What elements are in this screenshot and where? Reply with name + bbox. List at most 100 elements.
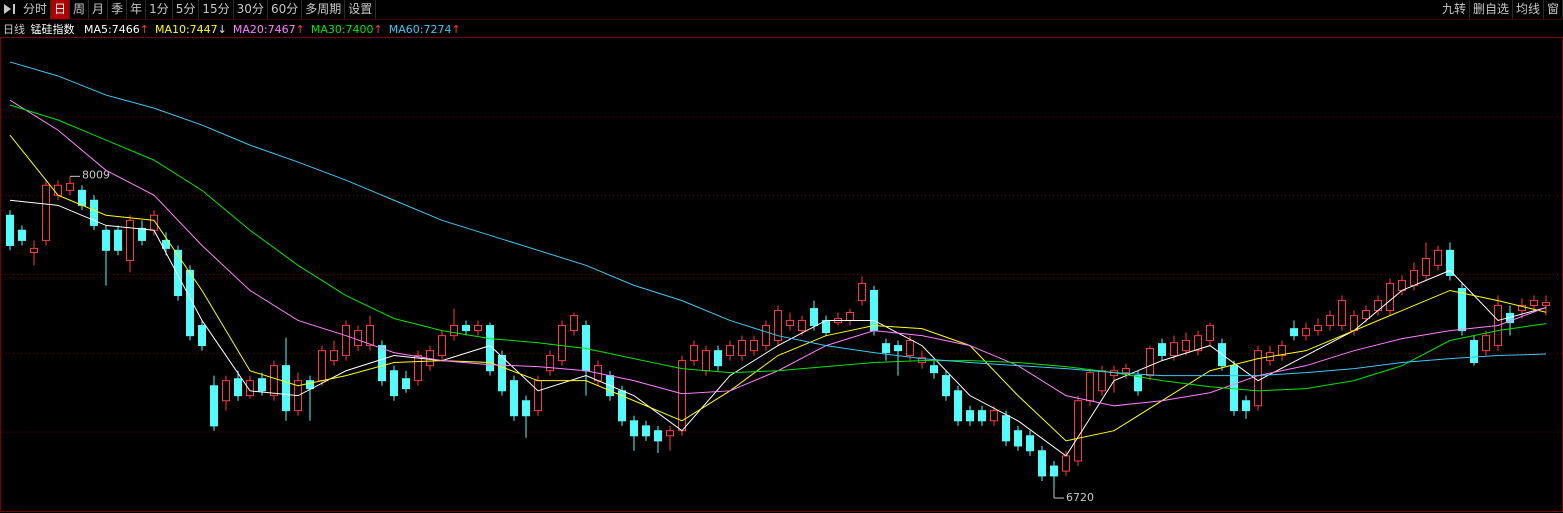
period-button[interactable]: 15分 — [199, 0, 234, 19]
legend-value: 7400 — [345, 23, 374, 36]
candle-body — [258, 378, 266, 392]
candle-body — [222, 380, 230, 402]
period-button[interactable]: 5分 — [173, 0, 200, 19]
candle-body — [654, 430, 662, 442]
tool-button[interactable]: 删自选 — [1470, 0, 1513, 19]
candle-body — [1434, 249, 1442, 266]
legend-name: MA20: — [232, 23, 268, 36]
legend-name: MA30: — [310, 23, 346, 36]
candle-body — [138, 227, 146, 241]
candle-body — [366, 325, 374, 347]
candle-body — [378, 345, 386, 382]
period-button[interactable]: 月 — [89, 0, 109, 19]
candle-body — [234, 378, 242, 397]
candle-body — [714, 350, 722, 367]
candle-body — [1170, 342, 1178, 357]
candle-body — [78, 189, 86, 206]
candle-body — [1338, 300, 1346, 327]
candle-body — [798, 319, 806, 332]
candle-body — [762, 325, 770, 347]
period-button[interactable]: 日 — [51, 0, 71, 19]
candle-body — [558, 325, 566, 362]
legend-trend: ↑ — [373, 23, 383, 36]
candle-body — [402, 378, 410, 390]
candle-body — [6, 214, 14, 246]
grid — [1, 116, 1562, 433]
candle-body — [390, 370, 398, 397]
period-button[interactable]: 周 — [70, 0, 90, 19]
candle-body — [534, 380, 542, 412]
candle-body — [162, 239, 170, 249]
candle-body — [1470, 340, 1478, 364]
candle-body — [498, 355, 506, 392]
candle-body — [642, 425, 650, 437]
legend-value: 7447 — [189, 23, 218, 36]
legend-trend: ↓ — [217, 23, 227, 36]
candle-body — [1038, 450, 1046, 477]
candle-body — [1002, 415, 1010, 442]
candle-body — [486, 325, 494, 372]
candle-body — [1014, 430, 1022, 447]
tool-button[interactable]: 窗 — [1544, 0, 1563, 19]
candle-body — [510, 380, 518, 417]
ma-line — [9, 104, 1547, 392]
period-button[interactable]: 1分 — [146, 0, 173, 19]
candle-body — [330, 350, 338, 362]
candle-body — [546, 355, 554, 372]
max-label: 8009 — [82, 168, 110, 181]
period-button[interactable]: 多周期 — [302, 0, 346, 19]
period-toolbar: 分时日周月季年 1分 5分 15分 30分 60分 多周期 设置 — [20, 0, 377, 19]
legend-trend: ↑ — [451, 23, 461, 36]
candle-body — [858, 282, 866, 302]
candle-body — [966, 410, 974, 422]
period-button[interactable]: 季 — [108, 0, 128, 19]
candle-body — [90, 199, 98, 226]
candle-body — [174, 249, 182, 297]
candle-body — [942, 375, 950, 397]
legend-value: 7466 — [111, 23, 140, 36]
candle-body — [930, 365, 938, 374]
candle-body — [1362, 310, 1370, 320]
candle-body — [570, 315, 578, 332]
candle-body — [198, 325, 206, 347]
ma-line — [9, 99, 1547, 407]
candle-body — [954, 390, 962, 422]
period-button[interactable]: 年 — [127, 0, 147, 19]
tool-button[interactable]: 均线 — [1513, 0, 1544, 19]
candle-body — [690, 345, 698, 362]
candle-body — [1530, 300, 1538, 306]
candle-body — [1542, 302, 1550, 306]
legend-value: 7467 — [267, 23, 296, 36]
candle-body — [726, 345, 734, 357]
candle-body — [630, 420, 638, 437]
candle-body — [318, 350, 326, 382]
candle-body — [1206, 325, 1214, 342]
candle-body — [774, 310, 782, 342]
candle-body — [414, 355, 422, 382]
toolbar-icon[interactable] — [3, 3, 17, 15]
candle-body — [342, 325, 350, 357]
candle-body — [1518, 304, 1526, 312]
min-label: 6720 — [1066, 491, 1094, 504]
period-label: 日线 — [3, 23, 25, 36]
candle-body — [1182, 340, 1190, 352]
legend-trend: ↑ — [295, 23, 305, 36]
candle-body — [66, 182, 74, 191]
candle-body — [1422, 258, 1430, 276]
candle-body — [1314, 325, 1322, 332]
candle-body — [246, 380, 254, 397]
candle-body — [1302, 328, 1310, 337]
period-button[interactable]: 设置 — [345, 0, 377, 19]
candle-body — [894, 345, 902, 352]
candle-body — [114, 229, 122, 251]
legend-trend: ↑ — [139, 23, 149, 36]
ma-line — [9, 61, 1547, 377]
period-button[interactable]: 60分 — [268, 0, 303, 19]
period-button[interactable]: 分时 — [20, 0, 52, 19]
period-button[interactable]: 30分 — [234, 0, 268, 19]
candle-body — [474, 325, 482, 332]
tool-button[interactable]: 九转 — [1439, 0, 1470, 19]
